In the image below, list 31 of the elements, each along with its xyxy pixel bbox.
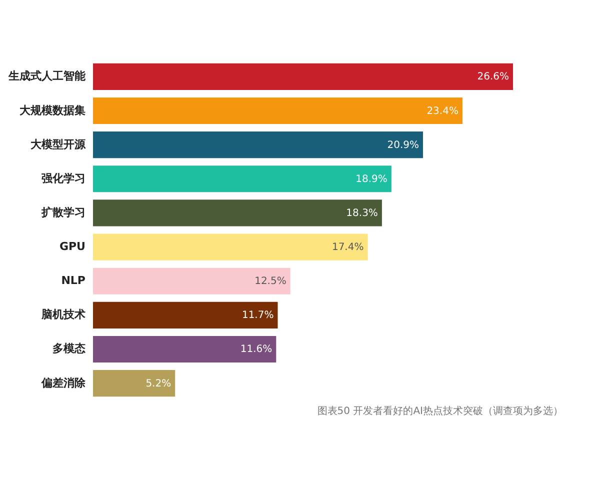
data-label: 18.3% (346, 208, 378, 219)
y-tick-label: 大模型开源 (30, 138, 86, 151)
bar (93, 268, 290, 294)
bar (93, 234, 368, 260)
bar (93, 370, 176, 397)
y-tick-label: 脑机技术 (40, 308, 86, 322)
data-label: 5.2% (146, 378, 172, 390)
bar (93, 336, 276, 363)
bar (93, 302, 278, 328)
bar (93, 166, 392, 192)
y-tick-label: 生成式人工智能 (8, 70, 86, 83)
y-tick-label: GPU (59, 240, 86, 254)
bar (93, 63, 513, 90)
y-tick-label: 偏差消除 (40, 376, 86, 390)
data-label: 11.6% (240, 344, 272, 356)
bar (93, 200, 382, 226)
data-label: 11.7% (242, 310, 274, 322)
data-label: 20.9% (387, 140, 419, 151)
data-label: 18.9% (356, 174, 388, 185)
data-label: 12.5% (254, 276, 286, 288)
y-tick-label: 强化学习 (42, 172, 86, 185)
data-label: 23.4% (426, 106, 458, 117)
bar (93, 97, 462, 124)
data-label: 26.6% (477, 72, 509, 83)
text: 图表50 开发者看好的AI热点技术突破（调查项为多选） (317, 405, 563, 417)
y-tick-label: 多模态 (52, 342, 86, 356)
y-tick-label: 大规模数据集 (20, 104, 86, 117)
y-tick-label: NLP (61, 274, 86, 288)
y-tick-label: 扩散学习 (40, 206, 86, 219)
data-label: 17.4% (332, 242, 364, 254)
bar (93, 132, 423, 158)
